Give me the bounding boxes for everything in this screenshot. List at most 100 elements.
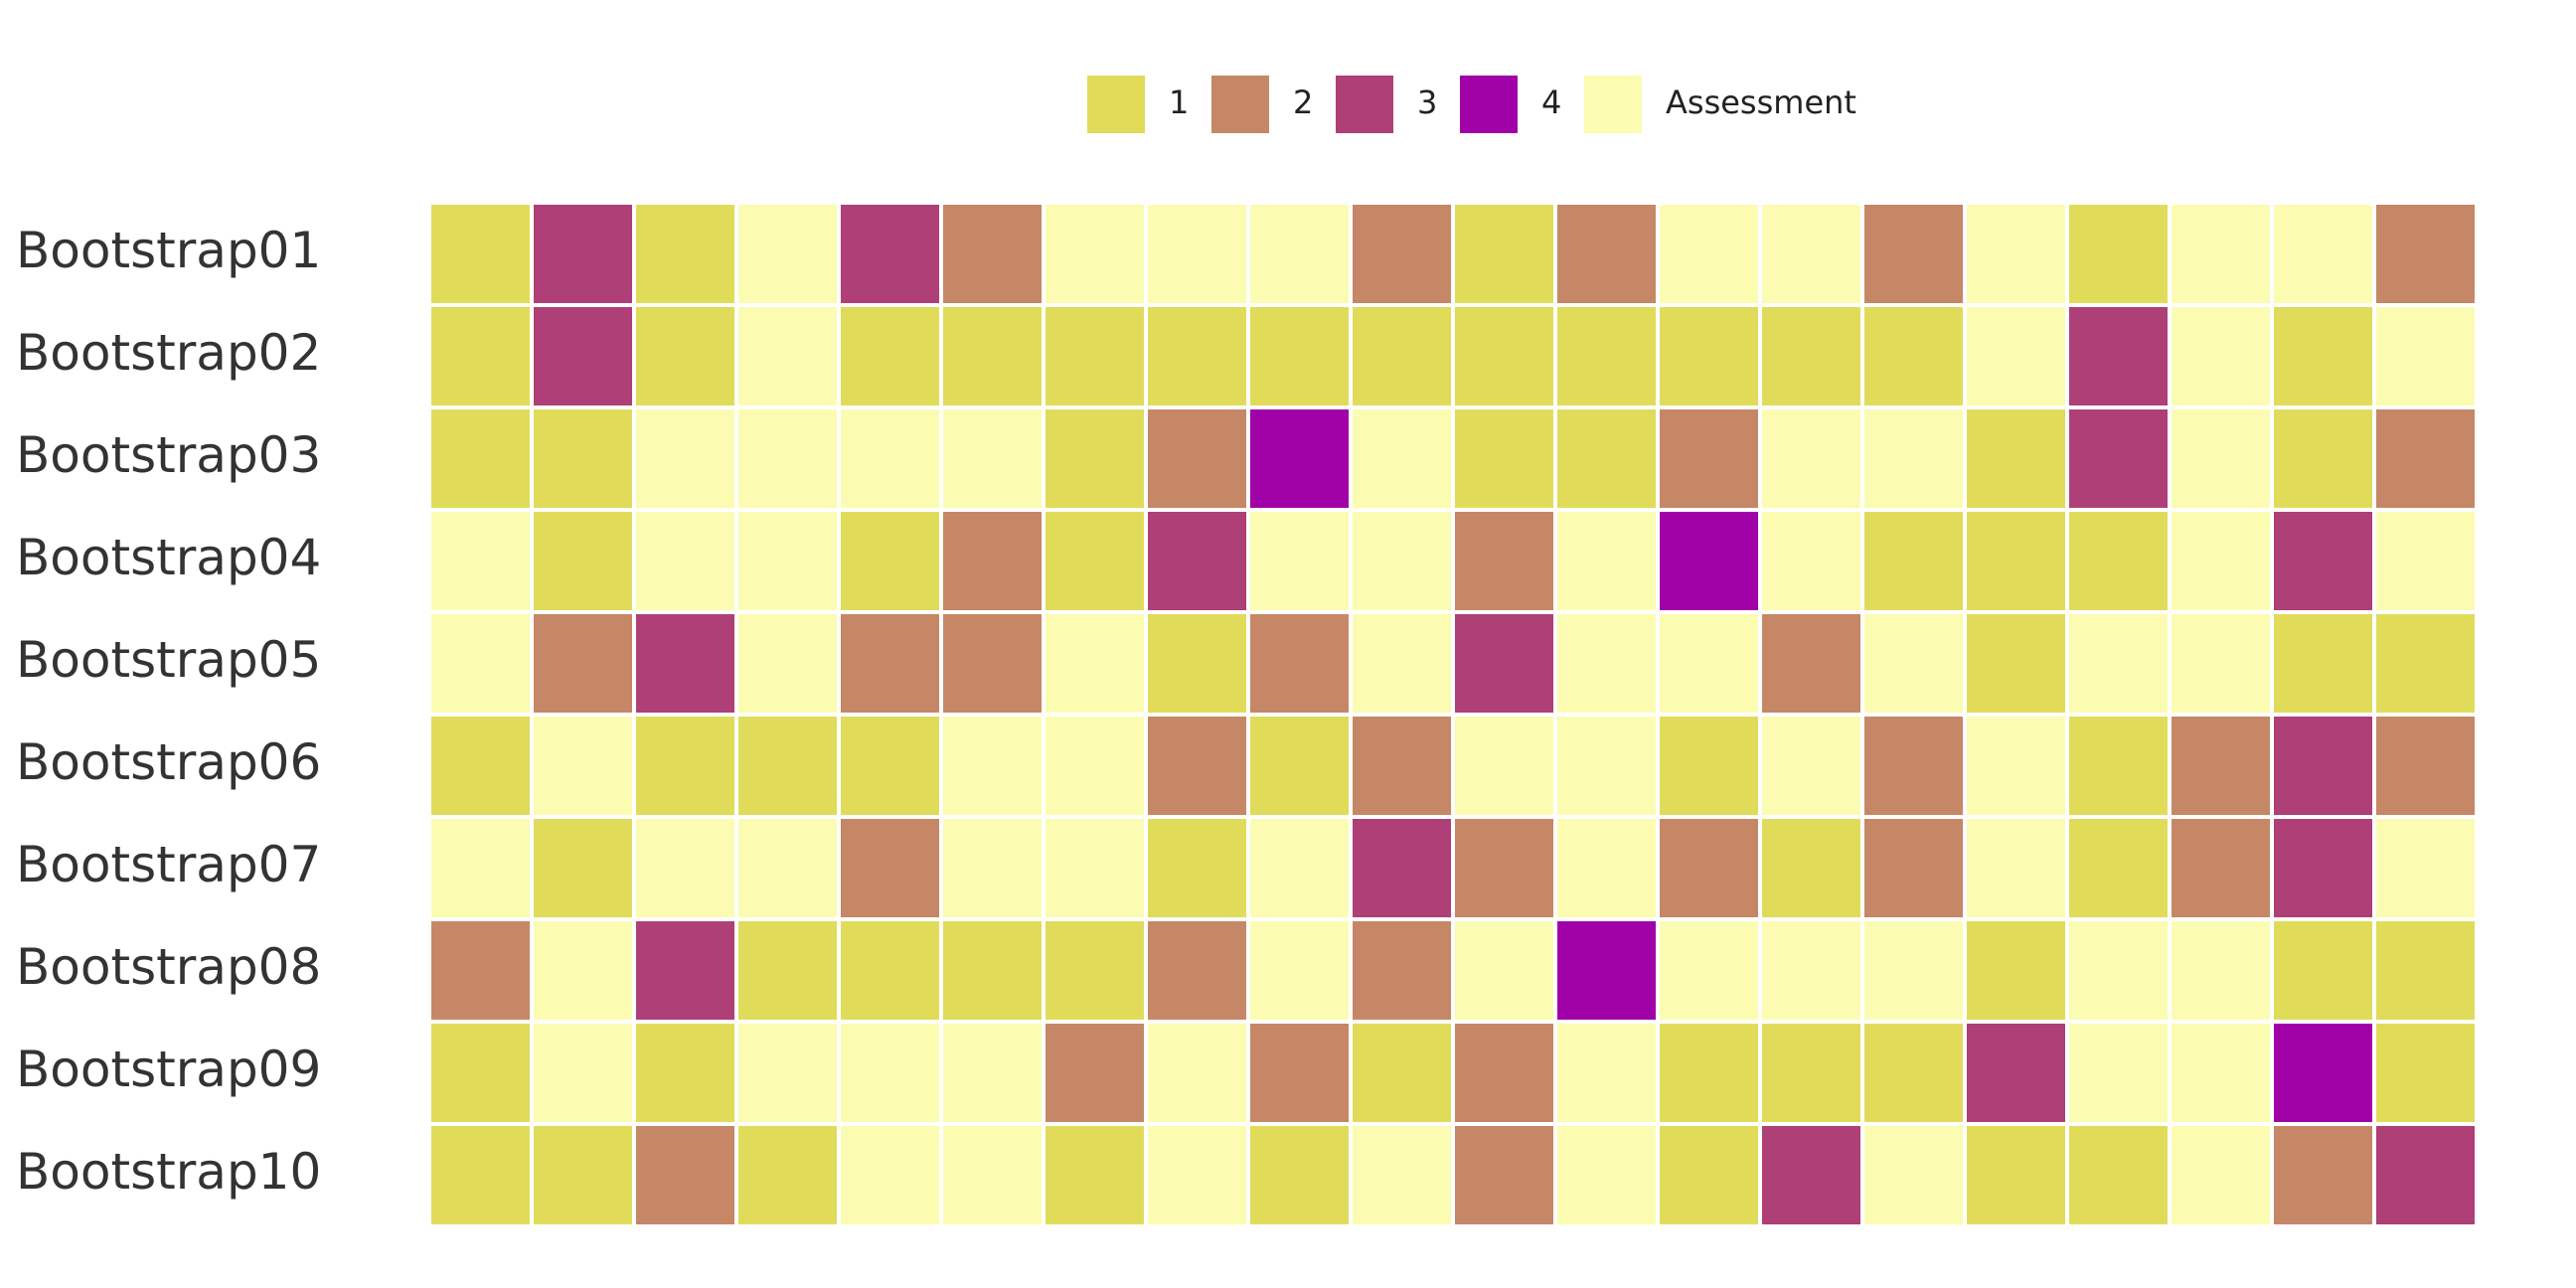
heatmap-cell [943,717,1042,815]
heatmap-cell [534,512,632,610]
heatmap-cell [1353,512,1451,610]
heatmap-cell [1148,409,1246,508]
heatmap-cell [2376,205,2475,303]
heatmap-cell [738,512,837,610]
heatmap-cell [1046,307,1144,405]
row-label: Bootstrap04 [16,529,321,586]
heatmap-cell [1455,307,1553,405]
heatmap-cell [431,614,530,713]
heatmap-cell [636,819,734,917]
heatmap-cell [1046,614,1144,713]
heatmap-cell [1660,921,1758,1020]
heatmap-cell [943,819,1042,917]
heatmap-cell [1353,205,1451,303]
heatmap-cell [2172,1126,2270,1224]
heatmap-cell [943,307,1042,405]
legend: 1 2 3 4 Assessment [1087,76,1856,133]
heatmap-cell [1455,205,1553,303]
heatmap-cell [841,409,939,508]
heatmap-cell [1660,512,1758,610]
heatmap-cells [431,205,2475,1224]
heatmap-cell [841,307,939,405]
heatmap-cell [1455,819,1553,917]
heatmap-cell [1250,614,1349,713]
heatmap-cell [636,307,734,405]
heatmap-cell [738,1024,837,1122]
heatmap-cell [534,717,632,815]
heatmap-cell [636,205,734,303]
row-label: Bootstrap09 [16,1041,321,1098]
heatmap-cell [738,921,837,1020]
heatmap-cell [943,512,1042,610]
heatmap-cell [1967,819,2065,917]
heatmap-cell [1148,614,1246,713]
heatmap-cell [2274,1024,2372,1122]
heatmap-cell [534,819,632,917]
row-label: Bootstrap06 [16,733,321,791]
heatmap-cell [636,1126,734,1224]
heatmap-cell [1762,614,1860,713]
heatmap-cell [2376,512,2475,610]
heatmap-cell [2274,205,2372,303]
heatmap-cell [1557,307,1656,405]
heatmap-cell [1557,614,1656,713]
heatmap-cell [1557,1126,1656,1224]
heatmap-cell [1046,717,1144,815]
heatmap-cell [1046,512,1144,610]
heatmap-cell [1864,307,1963,405]
heatmap-cell [2069,819,2168,917]
heatmap-cell [2376,307,2475,405]
heatmap-cell [2376,921,2475,1020]
heatmap-cell [2069,205,2168,303]
heatmap-cell [738,409,837,508]
heatmap-cell [1250,307,1349,405]
heatmap-cell [431,409,530,508]
heatmap-cell [1455,614,1553,713]
heatmap-cell [1455,1126,1553,1224]
heatmap-cell [1864,409,1963,508]
legend-label: 1 [1169,83,1189,121]
heatmap-cell [943,921,1042,1020]
heatmap-cell [1660,717,1758,815]
heatmap-cell [1455,717,1553,815]
heatmap-cell [1864,512,1963,610]
heatmap-cell [738,819,837,917]
heatmap-cell [431,1126,530,1224]
heatmap-cell [534,409,632,508]
heatmap-cell [841,614,939,713]
heatmap-cell [2172,717,2270,815]
heatmap-cell [1557,205,1656,303]
heatmap-cell [2274,1126,2372,1224]
heatmap-cell [943,614,1042,713]
heatmap-cell [2274,717,2372,815]
heatmap-cell [534,205,632,303]
heatmap-cell [636,512,734,610]
heatmap-cell [943,1024,1042,1122]
heatmap-cell [1660,409,1758,508]
heatmap-cell [1967,409,2065,508]
heatmap-cell [1762,205,1860,303]
heatmap-cell [534,1024,632,1122]
heatmap-cell [2274,921,2372,1020]
heatmap-cell [943,205,1042,303]
heatmap-cell [1967,307,2065,405]
heatmap-cell [636,409,734,508]
heatmap-cell [1046,409,1144,508]
heatmap-cell [431,307,530,405]
heatmap-cell [1967,1024,2065,1122]
heatmap-cell [2069,1126,2168,1224]
heatmap-cell [841,717,939,815]
heatmap-cell [431,819,530,917]
heatmap-cell [1762,409,1860,508]
heatmap-cell [2274,614,2372,713]
legend-label: 4 [1541,83,1561,121]
heatmap-cell [841,512,939,610]
heatmap-cell [1660,1126,1758,1224]
heatmap-cell [1455,1024,1553,1122]
heatmap-cell [1967,921,2065,1020]
heatmap-cell [1864,717,1963,815]
heatmap-cell [2376,717,2475,815]
heatmap-cell [1557,512,1656,610]
heatmap-cell [841,819,939,917]
heatmap-cell [431,921,530,1020]
